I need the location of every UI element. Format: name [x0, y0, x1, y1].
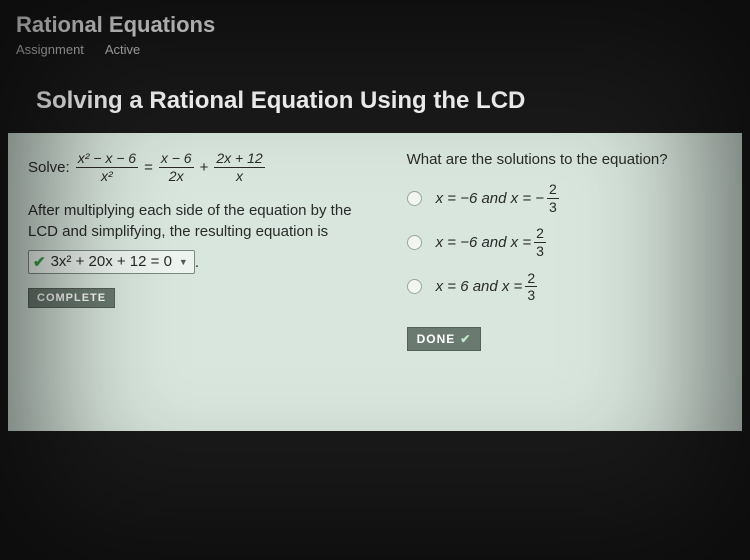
assignment-label: Assignment	[16, 42, 84, 57]
answer-value: 3x² + 20x + 12 = 0	[51, 253, 172, 270]
radio-icon[interactable]	[407, 235, 422, 250]
right-column: What are the solutions to the equation? …	[407, 151, 722, 351]
equals-sign: =	[144, 159, 153, 176]
question-text: What are the solutions to the equation?	[407, 151, 722, 168]
check-icon: ✔	[460, 332, 471, 346]
radio-icon[interactable]	[407, 191, 422, 206]
complete-badge: COMPLETE	[28, 288, 115, 308]
fraction-1: x² − x − 6 x²	[76, 151, 138, 183]
radio-icon[interactable]	[407, 279, 422, 294]
option-3-label: x = 6 and x = 2 3	[436, 271, 538, 303]
option-2-label: x = −6 and x = 2 3	[436, 226, 546, 258]
lesson-title: Solving a Rational Equation Using the LC…	[0, 65, 750, 133]
done-label: DONE	[417, 332, 456, 346]
option-1-label: x = −6 and x = − 2 3	[436, 182, 559, 214]
status-label: Active	[105, 42, 140, 57]
subheader: Assignment Active	[16, 42, 734, 57]
plus-sign: +	[200, 159, 209, 176]
explanation-text: After multiplying each side of the equat…	[28, 201, 377, 242]
done-button[interactable]: DONE ✔	[407, 327, 482, 351]
check-icon: ✔	[33, 253, 46, 271]
option-3[interactable]: x = 6 and x = 2 3	[407, 271, 722, 303]
page-title: Rational Equations	[16, 12, 734, 38]
answer-dropdown[interactable]: ✔ 3x² + 20x + 12 = 0 ▼	[28, 250, 195, 274]
option-2[interactable]: x = −6 and x = 2 3	[407, 226, 722, 258]
fraction-2: x − 6 2x	[159, 151, 194, 183]
fraction-3: 2x + 12 x	[214, 151, 264, 183]
equation-row: Solve: x² − x − 6 x² = x − 6 2x + 2x + 1…	[28, 151, 377, 183]
solve-label: Solve:	[28, 159, 70, 176]
left-column: Solve: x² − x − 6 x² = x − 6 2x + 2x + 1…	[28, 151, 377, 351]
chevron-down-icon: ▼	[179, 257, 188, 267]
content-panel: Solve: x² − x − 6 x² = x − 6 2x + 2x + 1…	[8, 133, 742, 431]
option-1[interactable]: x = −6 and x = − 2 3	[407, 182, 722, 214]
header: Rational Equations Assignment Active	[0, 0, 750, 65]
